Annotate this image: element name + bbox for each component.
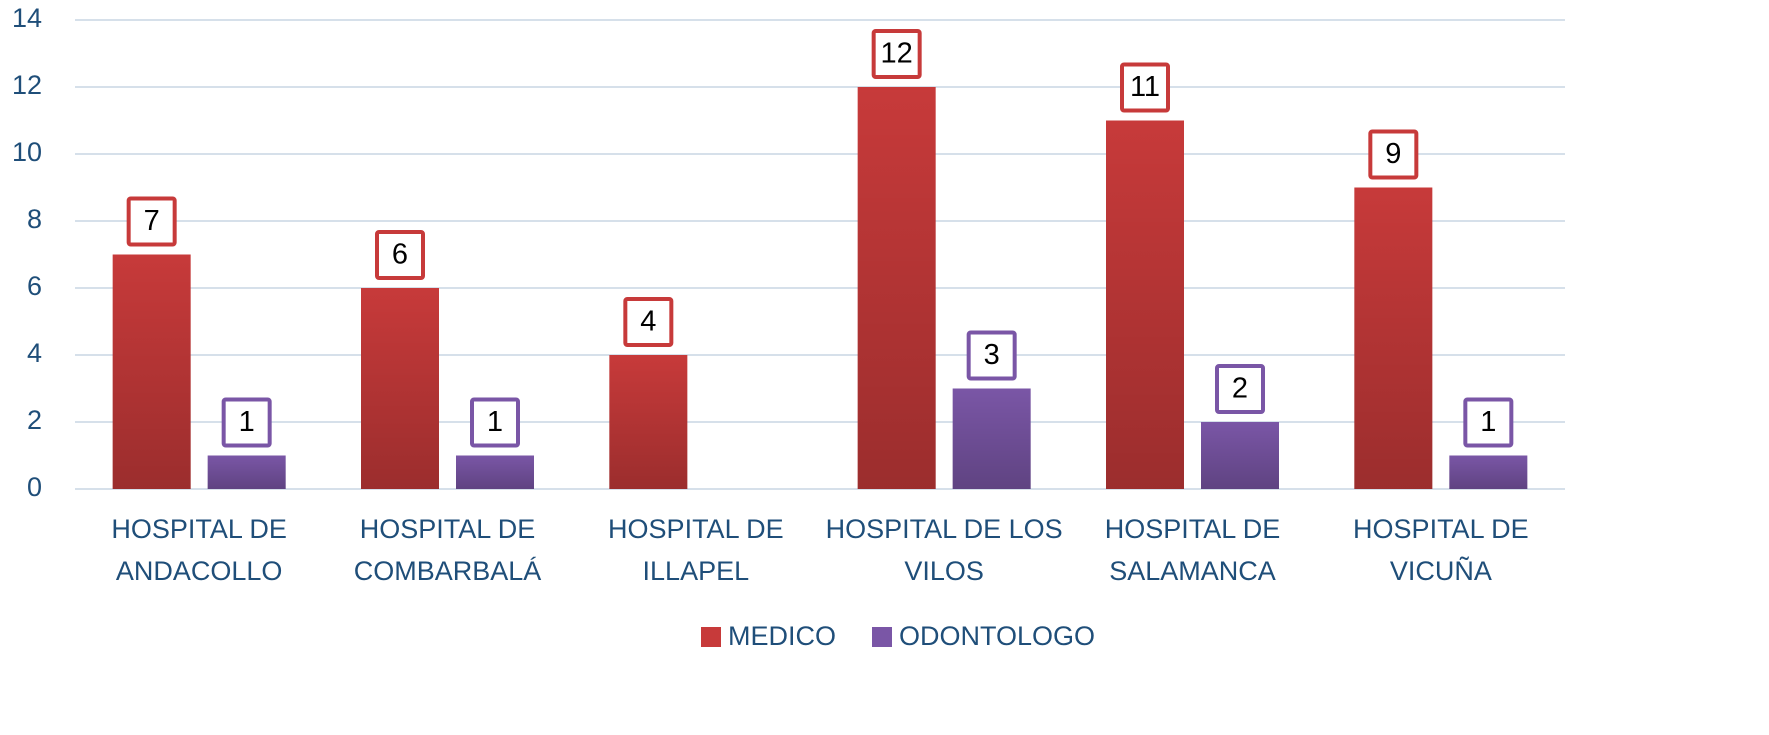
x-tick-label-box: HOSPITAL DE LOS VILOS [825, 514, 1063, 586]
y-tick-label: 12 [12, 70, 42, 100]
data-label: 12 [881, 38, 913, 70]
x-tick-label-box: HOSPITAL DE ANDACOLLO [111, 514, 287, 586]
data-label-box [1463, 397, 1514, 448]
x-tick-label: HOSPITAL DE ILLAPEL [608, 514, 784, 586]
y-tick-label: 6 [27, 271, 42, 301]
bar-shade [857, 87, 936, 489]
x-tick-label: HOSPITAL DE ANDACOLLO [111, 514, 287, 586]
data-label-box [221, 397, 272, 448]
legend-label: ODONTOLOGO [899, 621, 1095, 651]
bar-shade [1354, 187, 1433, 489]
data-label-box [623, 297, 674, 347]
x-tick-label-box: HOSPITAL DE VICUÑA [1353, 514, 1529, 586]
data-label-box [1368, 129, 1419, 180]
x-tick-label: HOSPITAL DE VICUÑA [1353, 514, 1529, 586]
y-tick-label: 0 [27, 472, 42, 502]
bar-shade [1201, 422, 1279, 489]
y-tick-label: 10 [12, 137, 42, 167]
x-tick-label: HOSPITAL DE COMBARBALÁ [353, 514, 542, 586]
data-label: 3 [984, 339, 1000, 371]
data-label: 6 [392, 239, 408, 271]
data-label-box [966, 330, 1017, 381]
legend-swatch [872, 627, 892, 647]
x-tick-label: HOSPITAL DE SALAMANCA [1104, 514, 1281, 586]
x-tick-label-box: HOSPITAL DE COMBARBALÁ [353, 514, 542, 586]
data-label: 1 [239, 406, 255, 438]
data-label-box [470, 397, 520, 448]
data-label: 1 [487, 406, 503, 438]
bar-shade [1449, 455, 1528, 489]
data-label: 7 [144, 205, 160, 237]
y-tick-label: 4 [27, 338, 42, 368]
bar-shade [361, 288, 439, 489]
data-label-box [1215, 364, 1265, 414]
x-tick-label-box: HOSPITAL DE SALAMANCA [1104, 514, 1281, 586]
data-label: 1 [1480, 406, 1496, 438]
data-label-box [1120, 62, 1170, 113]
data-label: 4 [640, 306, 656, 338]
bar-shade [456, 455, 534, 489]
x-tick-label: HOSPITAL DE LOS VILOS [825, 514, 1063, 586]
legend-swatch [701, 627, 721, 647]
data-label: 2 [1232, 373, 1248, 405]
data-label-box [126, 196, 177, 247]
data-label: 11 [1130, 71, 1160, 103]
y-tick-label: 14 [12, 3, 42, 33]
bar-shade [609, 355, 688, 489]
data-label: 9 [1385, 138, 1401, 170]
bar-shade [112, 254, 191, 489]
x-tick-label-box: HOSPITAL DE ILLAPEL [608, 514, 784, 586]
y-tick-label: 8 [27, 204, 42, 234]
bar-shade [952, 388, 1031, 489]
bar-shade [1106, 120, 1184, 489]
y-tick-label: 2 [27, 405, 42, 435]
bar-shade [207, 455, 286, 489]
legend-label: MEDICO [728, 621, 836, 651]
data-label-box [375, 230, 425, 280]
data-label-box [871, 29, 922, 79]
